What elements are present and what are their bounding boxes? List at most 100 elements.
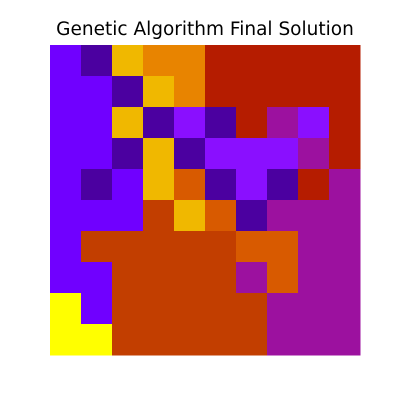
heatmap-cell [329,138,361,170]
heatmap-cell [205,107,237,139]
heatmap-cell [81,262,113,294]
heatmap-cell [174,169,206,201]
heatmap-cell [205,76,237,108]
heatmap-cell [236,231,268,263]
heatmap-cell [267,138,299,170]
chart-title: Genetic Algorithm Final Solution [56,19,354,40]
heatmap-cell [267,107,299,139]
heatmap-cell [236,138,268,170]
heatmap-cell [267,169,299,201]
heatmap-cell [81,107,113,139]
heatmap-cell [205,324,237,356]
heatmap-cell [112,76,144,108]
heatmap-cell [205,169,237,201]
heatmap-cell [143,262,175,294]
heatmap-cell [174,45,206,77]
heatmap-cell [174,293,206,325]
heatmap-cell [236,45,268,77]
heatmap-cell [267,45,299,77]
heatmap-cell [236,76,268,108]
heatmap-cell [329,169,361,201]
heatmap-cell [143,107,175,139]
heatmap-cell [81,45,113,77]
heatmap-cell [174,324,206,356]
heatmap-cell [174,76,206,108]
heatmap-cell [112,169,144,201]
heatmap-grid [50,45,361,356]
heatmap-cell [298,76,330,108]
heatmap-cell [205,262,237,294]
heatmap-cell [267,293,299,325]
heatmap-cell [298,231,330,263]
heatmap-cell [174,262,206,294]
heatmap-cell [50,45,82,77]
heatmap-cell [112,45,144,77]
heatmap-cell [50,107,82,139]
heatmap-cell [50,169,82,201]
heatmap-cell [267,200,299,232]
heatmap-cell [174,231,206,263]
heatmap-cell [329,200,361,232]
heatmap-cell [81,76,113,108]
heatmap-cell [143,293,175,325]
heatmap-cell [205,231,237,263]
heatmap-cell [143,200,175,232]
heatmap-cell [50,138,82,170]
heatmap-cell [143,324,175,356]
heatmap-cell [143,45,175,77]
heatmap-cell [329,45,361,77]
heatmap-cell [112,200,144,232]
heatmap-cell [143,76,175,108]
heatmap-cell [50,200,82,232]
heatmap-cell [81,231,113,263]
heatmap-cell [50,76,82,108]
heatmap-cell [298,293,330,325]
heatmap-cell [329,293,361,325]
heatmap-cell [298,45,330,77]
heatmap-cell [205,200,237,232]
heatmap-cell [267,262,299,294]
heatmap-cell [112,231,144,263]
heatmap-cell [267,324,299,356]
heatmap-cell [329,262,361,294]
heatmap-cell [112,107,144,139]
heatmap-cell [205,45,237,77]
heatmap-cell [236,200,268,232]
heatmap-cell [298,200,330,232]
heatmap-cell [50,293,82,325]
heatmap-cell [267,231,299,263]
heatmap-cell [143,138,175,170]
heatmap-cell [81,169,113,201]
heatmap-cell [329,324,361,356]
heatmap-cell [298,262,330,294]
heatmap-cell [236,107,268,139]
heatmap-cell [298,324,330,356]
heatmap-cell [112,293,144,325]
heatmap-cell [205,138,237,170]
heatmap-cell [112,324,144,356]
heatmap-cell [329,107,361,139]
heatmap-cell [112,262,144,294]
heatmap-cell [81,200,113,232]
heatmap-cell [329,231,361,263]
heatmap-cell [236,262,268,294]
heatmap-cell [81,138,113,170]
heatmap-cell [143,231,175,263]
heatmap-cell [174,138,206,170]
heatmap-cell [112,138,144,170]
heatmap-cell [236,324,268,356]
heatmap-cell [81,293,113,325]
heatmap-cell [205,293,237,325]
heatmap-cell [236,169,268,201]
heatmap-cell [298,107,330,139]
heatmap-cell [267,76,299,108]
heatmap-cell [329,76,361,108]
heatmap-cell [298,169,330,201]
heatmap-cell [298,138,330,170]
heatmap-cell [174,200,206,232]
heatmap-cell [143,169,175,201]
heatmap-cell [174,107,206,139]
heatmap-cell [50,262,82,294]
heatmap-cell [50,231,82,263]
